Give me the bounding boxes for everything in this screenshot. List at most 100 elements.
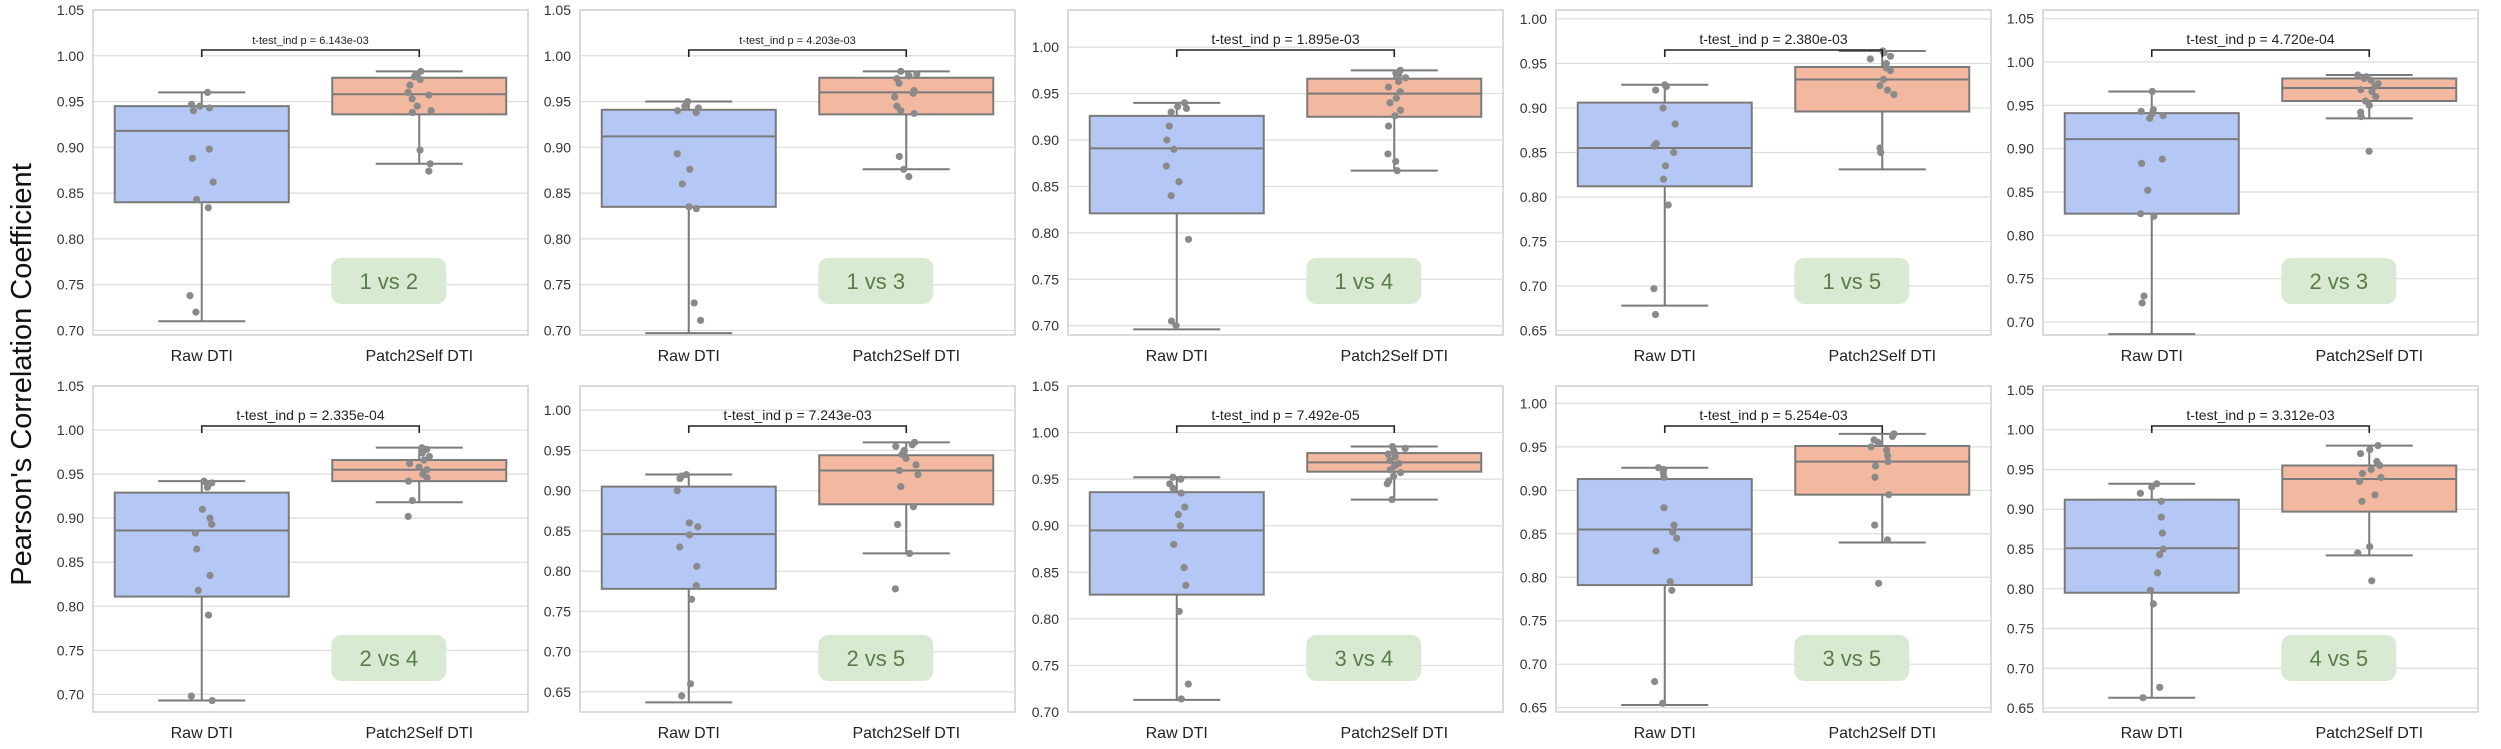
y-tick-label: 1.00 [1520, 11, 1547, 27]
patch2self-category-label: Patch2Self DTI [2315, 725, 2423, 742]
data-point [194, 586, 202, 595]
data-point [1167, 108, 1175, 116]
plot-frame [1067, 385, 1504, 713]
data-point [404, 512, 412, 521]
data-point [1165, 122, 1173, 130]
data-point [690, 299, 698, 307]
y-tick-label: 0.95 [2007, 461, 2034, 477]
data-point [1886, 52, 1895, 60]
data-point [1660, 473, 1668, 481]
p-value-annotation: t-test_ind p = 7.492e-05 [1211, 407, 1359, 423]
data-point [1180, 99, 1189, 107]
data-point [1391, 112, 1399, 120]
data-point [912, 461, 920, 469]
data-point [425, 452, 433, 461]
subplot-7: 0.65 0.70 0.75 0.80 0.85 0.90 0.95 1.00 Raw DTI P… [544, 385, 1016, 742]
y-tick-label: 0.75 [1520, 234, 1547, 250]
y-tick-label: 0.95 [1032, 471, 1059, 487]
data-point [1883, 451, 1892, 460]
y-tick-label: 0.80 [1520, 189, 1547, 205]
data-point [1383, 480, 1391, 488]
data-point [2377, 473, 2385, 482]
data-point [696, 316, 705, 324]
data-point [2158, 529, 2166, 537]
data-point [1664, 201, 1672, 209]
raw-category-label: Raw DTI [2121, 725, 2183, 742]
y-tick-label: 0.70 [544, 322, 571, 338]
data-point [685, 531, 694, 539]
patch2self-category-label: Patch2Self DTI [852, 725, 960, 742]
data-point [205, 145, 213, 153]
data-point [2156, 550, 2164, 559]
raw-box [2063, 498, 2240, 594]
data-point [1402, 74, 1410, 82]
data-point [1390, 447, 1398, 455]
data-point [187, 692, 195, 700]
y-tick-label: 1.00 [2007, 54, 2034, 70]
data-point [2159, 112, 2167, 120]
data-point [693, 562, 701, 570]
data-point [406, 81, 414, 89]
significance-bracket [1175, 49, 1396, 57]
data-point [1169, 484, 1177, 493]
comparison-tag-label: 3 vs 4 [1334, 646, 1393, 671]
data-point [1651, 310, 1660, 319]
data-point [2136, 489, 2144, 497]
patch2self-category-label: Patch2Self DTI [365, 725, 473, 742]
data-point [2360, 74, 2368, 83]
raw-box [600, 485, 777, 590]
y-tick-label: 0.85 [1520, 526, 1547, 542]
data-point [1176, 522, 1184, 530]
y-tick-label: 0.95 [1032, 86, 1059, 102]
data-point [1669, 528, 1677, 536]
data-point [2159, 545, 2167, 553]
data-point [1392, 157, 1400, 165]
data-point [2367, 465, 2375, 474]
comparison-tag [2281, 635, 2397, 681]
y-tick-label: 0.95 [2007, 97, 2034, 113]
data-point [2365, 101, 2373, 109]
patch2self-category-label: Patch2Self DTI [1340, 348, 1448, 365]
y-tick-label: 1.00 [2007, 422, 2034, 438]
plot-frame [2042, 385, 2479, 713]
y-tick-label: 0.65 [1520, 323, 1547, 339]
y-tick-label: 1.05 [57, 378, 84, 394]
subplot-5: 0.70 0.75 0.80 0.85 0.90 0.95 1.00 1.05 Raw DTI P… [2007, 9, 2479, 365]
data-point [1384, 150, 1392, 158]
data-point [198, 505, 207, 513]
y-tick-label: 0.90 [1032, 518, 1059, 534]
data-point [1673, 534, 1681, 542]
comparison-tag [818, 635, 934, 681]
y-tick-label: 0.90 [1520, 100, 1547, 116]
y-tick-label: 0.85 [544, 185, 571, 201]
data-point [1883, 536, 1892, 544]
data-point [2138, 299, 2146, 307]
data-point [686, 165, 694, 173]
data-point [413, 102, 421, 110]
y-tick-label: 0.90 [1520, 482, 1547, 498]
y-tick-label: 0.75 [1032, 657, 1059, 673]
comparison-tag [1306, 258, 1422, 304]
y-tick-label: 0.90 [544, 483, 571, 499]
y-tick-label: 0.85 [2007, 184, 2034, 200]
data-point [404, 88, 412, 96]
patch2self-category-label: Patch2Self DTI [1340, 725, 1448, 742]
data-point [1184, 235, 1193, 243]
data-point [2157, 513, 2165, 521]
data-point [910, 109, 918, 118]
y-tick-label: 0.75 [57, 277, 84, 293]
y-tick-label: 1.00 [1032, 39, 1059, 55]
data-point [1170, 145, 1178, 153]
comparison-tag [331, 258, 447, 304]
y-tick-label: 0.70 [544, 644, 571, 660]
significance-bracket [687, 425, 908, 433]
data-point [2137, 159, 2146, 167]
data-point [678, 180, 686, 188]
plot-frame [92, 9, 529, 336]
data-point [1652, 547, 1660, 555]
data-point [2356, 477, 2364, 486]
data-point [1871, 521, 1879, 529]
p-value-annotation: t-test_ind p = 3.312e-03 [2186, 407, 2334, 423]
data-point [1392, 94, 1400, 102]
y-tick-label: 1.05 [57, 2, 84, 18]
